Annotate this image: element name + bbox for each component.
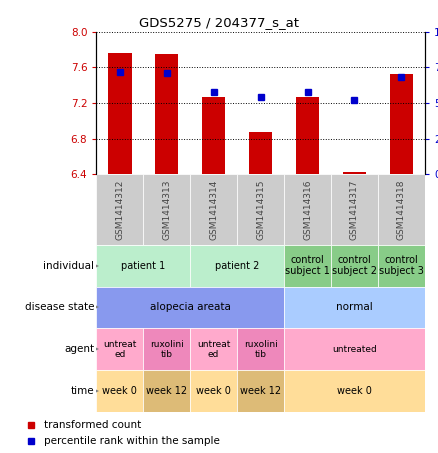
Bar [296, 97, 319, 174]
Text: week 12: week 12 [146, 386, 187, 396]
Text: ruxolini
tib: ruxolini tib [150, 340, 184, 359]
Text: transformed count: transformed count [44, 420, 141, 430]
Text: GSM1414312: GSM1414312 [115, 179, 124, 240]
Text: time: time [71, 386, 94, 396]
Text: week 0: week 0 [337, 386, 372, 396]
Bar [96, 245, 190, 286]
Bar [143, 174, 190, 245]
Text: GSM1414316: GSM1414316 [303, 179, 312, 240]
Bar [96, 174, 143, 245]
Bar [284, 328, 425, 371]
Text: patient 2: patient 2 [215, 260, 259, 270]
Bar [331, 174, 378, 245]
Text: GSM1414314: GSM1414314 [209, 179, 218, 240]
Text: control
subject 3: control subject 3 [379, 255, 424, 276]
Text: GSM1414313: GSM1414313 [162, 179, 171, 240]
Bar [284, 245, 331, 286]
Text: percentile rank within the sample: percentile rank within the sample [44, 436, 220, 446]
Bar [237, 328, 284, 371]
Bar [190, 174, 237, 245]
Bar [190, 328, 237, 371]
Bar [331, 245, 378, 286]
Bar [96, 328, 143, 371]
Text: disease state: disease state [25, 303, 94, 313]
Bar [284, 286, 425, 328]
Text: untreated: untreated [332, 345, 377, 354]
Bar [202, 97, 226, 174]
Text: ruxolini
tib: ruxolini tib [244, 340, 278, 359]
Bar [343, 172, 366, 174]
Bar [237, 174, 284, 245]
Bar [190, 371, 237, 412]
Text: normal: normal [336, 303, 373, 313]
Bar [96, 371, 143, 412]
Text: GSM1414317: GSM1414317 [350, 179, 359, 240]
Text: week 12: week 12 [240, 386, 281, 396]
Bar [249, 132, 272, 174]
Bar [108, 53, 131, 174]
Bar [155, 54, 178, 174]
Bar [378, 174, 425, 245]
Bar [284, 371, 425, 412]
Text: week 0: week 0 [196, 386, 231, 396]
Bar [378, 245, 425, 286]
Text: control
subject 1: control subject 1 [285, 255, 330, 276]
Text: control
subject 2: control subject 2 [332, 255, 377, 276]
Text: patient 1: patient 1 [121, 260, 166, 270]
Text: alopecia areata: alopecia areata [150, 303, 231, 313]
Text: individual: individual [43, 260, 94, 270]
Text: GSM1414315: GSM1414315 [256, 179, 265, 240]
Bar [96, 286, 284, 328]
Bar [284, 174, 331, 245]
Text: GDS5275 / 204377_s_at: GDS5275 / 204377_s_at [139, 16, 299, 29]
Text: GSM1414318: GSM1414318 [397, 179, 406, 240]
Bar [143, 328, 190, 371]
Bar [190, 245, 284, 286]
Text: agent: agent [64, 344, 94, 354]
Bar [390, 74, 413, 174]
Bar [237, 371, 284, 412]
Bar [143, 371, 190, 412]
Text: untreat
ed: untreat ed [103, 340, 137, 359]
Text: untreat
ed: untreat ed [197, 340, 230, 359]
Text: week 0: week 0 [102, 386, 137, 396]
